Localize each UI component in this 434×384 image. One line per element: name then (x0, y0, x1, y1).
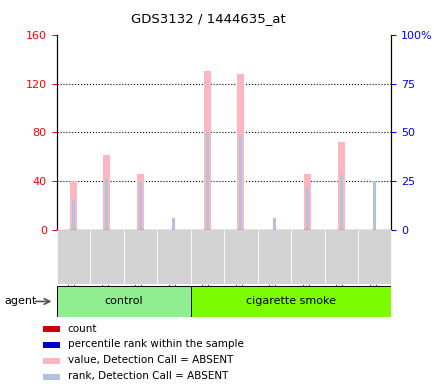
Bar (72, 200, 75, 230)
Bar (136, 174, 144, 230)
Bar (43, 326, 59, 333)
Text: GSM176499: GSM176499 (202, 233, 211, 288)
Text: GSM176496: GSM176496 (102, 233, 111, 288)
Text: value, Detection Call = ABSENT: value, Detection Call = ABSENT (68, 355, 233, 365)
Bar (56, 286, 190, 317)
Text: GSM176503: GSM176503 (336, 233, 345, 288)
Bar (103, 154, 110, 230)
Bar (172, 218, 175, 230)
Bar (105, 179, 108, 230)
Text: GSM176497: GSM176497 (135, 233, 145, 288)
Bar (239, 135, 242, 230)
Bar (190, 286, 391, 317)
Bar (337, 142, 344, 230)
Text: rank, Detection Call = ABSENT: rank, Detection Call = ABSENT (68, 371, 228, 381)
Text: GSM176498: GSM176498 (169, 233, 178, 288)
Text: GSM176504: GSM176504 (369, 233, 378, 288)
Text: GDS3132 / 1444635_at: GDS3132 / 1444635_at (131, 12, 286, 25)
Bar (237, 74, 244, 230)
Bar (339, 174, 342, 230)
Text: count: count (68, 324, 97, 334)
Bar (69, 182, 77, 230)
Bar (43, 342, 59, 348)
Bar (43, 358, 59, 364)
Text: percentile rank within the sample: percentile rank within the sample (68, 339, 243, 349)
Bar (138, 182, 141, 230)
Text: cigarette smoke: cigarette smoke (246, 296, 335, 306)
Bar (372, 182, 375, 230)
Text: GSM176502: GSM176502 (302, 233, 312, 288)
Bar (272, 218, 275, 230)
Bar (306, 186, 309, 230)
Bar (43, 374, 59, 380)
Text: GSM176495: GSM176495 (69, 233, 78, 288)
Bar (203, 71, 210, 230)
Bar (303, 174, 311, 230)
Text: control: control (104, 296, 142, 306)
Text: GSM176501: GSM176501 (269, 233, 278, 288)
Text: GSM176500: GSM176500 (236, 233, 245, 288)
Bar (205, 132, 208, 230)
Text: agent: agent (4, 296, 36, 306)
